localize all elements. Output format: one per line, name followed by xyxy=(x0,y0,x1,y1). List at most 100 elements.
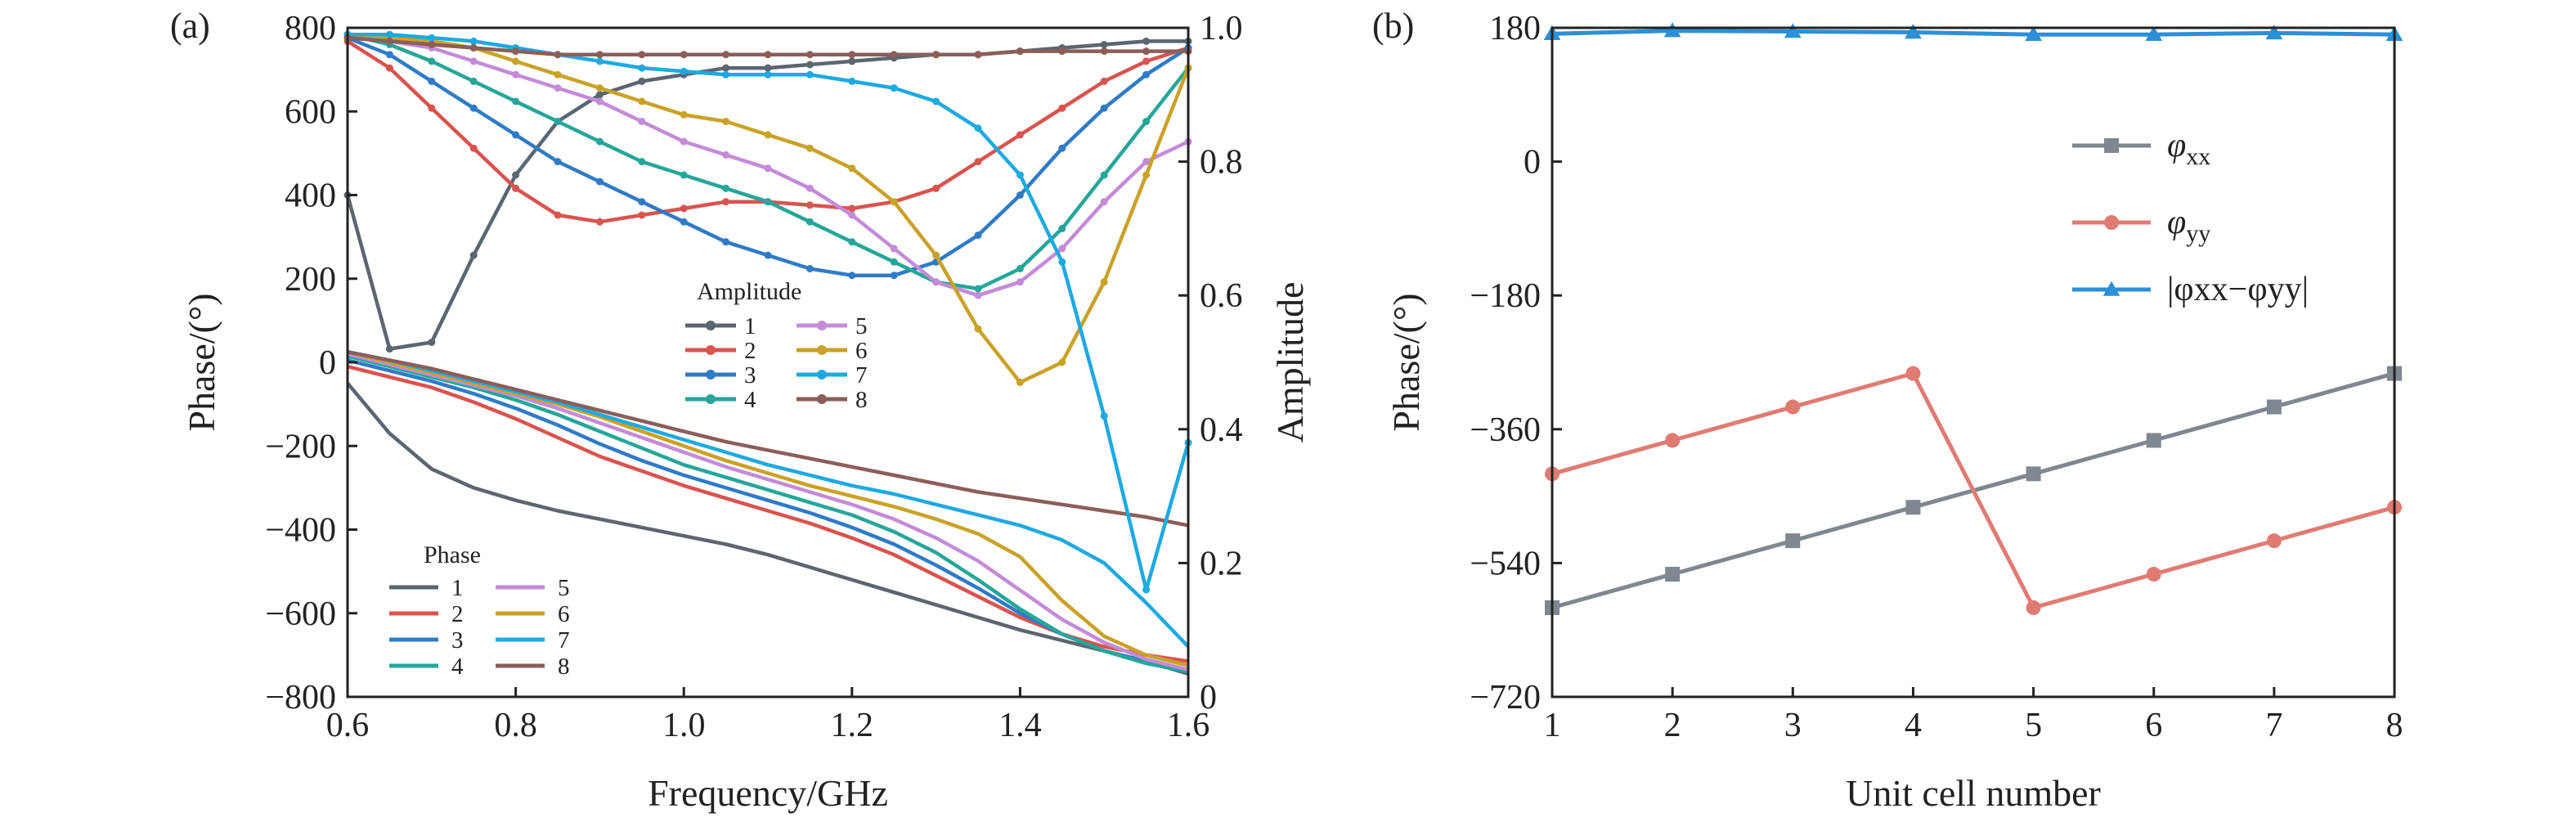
a-ytick-right-label-1.0: 1.0 xyxy=(1200,10,1243,47)
amplitude-legend-marker-1 xyxy=(706,321,716,330)
amplitude-point-6-19 xyxy=(1142,171,1151,179)
phase-legend-title: Phase xyxy=(424,541,481,568)
amplitude-point-8-10 xyxy=(764,51,772,59)
amplitude-point-8-13 xyxy=(890,51,898,59)
amplitude-point-4-5 xyxy=(554,118,562,125)
phase-line-2 xyxy=(347,364,1189,663)
amplitude-point-3-4 xyxy=(512,131,520,139)
b-ytick-label-0: 0 xyxy=(1524,144,1541,182)
amplitude-point-2-5 xyxy=(554,211,562,219)
b-xtick-label-6: 6 xyxy=(2145,707,2162,744)
b-ytick-label-−540: −540 xyxy=(1470,545,1541,582)
amplitude-legend-title: Amplitude xyxy=(697,278,801,305)
b-series-0-point-1 xyxy=(1665,567,1681,582)
b-ytick-label-−180: −180 xyxy=(1470,277,1541,315)
amplitude-point-2-12 xyxy=(848,204,856,213)
amplitude-legend-label-3: 3 xyxy=(744,362,756,389)
phase-line-8 xyxy=(347,349,1189,528)
amplitude-point-3-18 xyxy=(1100,104,1108,112)
amplitude-legend-label-1: 1 xyxy=(744,313,756,339)
amplitude-point-2-1 xyxy=(385,64,393,72)
a-xtick-label-1.0: 1.0 xyxy=(662,707,706,744)
amplitude-point-8-8 xyxy=(680,51,688,59)
amplitude-point-8-3 xyxy=(469,44,478,52)
b-xtick-label-3: 3 xyxy=(1784,707,1802,744)
amplitude-point-8-16 xyxy=(1016,47,1024,56)
amplitude-legend-label-7: 7 xyxy=(855,362,868,389)
amplitude-point-5-9 xyxy=(722,150,730,159)
amplitude-point-5-16 xyxy=(1016,278,1024,286)
amplitude-point-4-11 xyxy=(806,218,814,226)
amplitude-legend-label-8: 8 xyxy=(855,387,868,413)
phase-legend-label-3: 3 xyxy=(451,627,464,654)
amplitude-point-2-16 xyxy=(1016,131,1024,139)
amplitude-point-3-8 xyxy=(680,218,688,226)
amplitude-legend-marker-6 xyxy=(817,345,827,355)
amplitude-point-2-11 xyxy=(806,201,814,209)
amplitude-point-4-3 xyxy=(469,77,478,85)
amplitude-legend-marker-7 xyxy=(817,370,827,380)
amplitude-point-8-1 xyxy=(385,37,393,45)
b-series-1-point-4 xyxy=(2026,600,2041,615)
amplitude-point-3-2 xyxy=(428,77,436,85)
amplitude-point-3-9 xyxy=(722,238,730,246)
amplitude-point-1-11 xyxy=(806,61,814,69)
amplitude-point-8-19 xyxy=(1142,47,1151,56)
b-series-2-point-3 xyxy=(1905,24,1922,39)
amplitude-point-7-12 xyxy=(848,77,856,85)
b-series-2-point-4 xyxy=(2025,25,2042,41)
amplitude-point-5-3 xyxy=(469,57,478,65)
amplitude-point-6-10 xyxy=(764,131,772,139)
phase-legend-label-2: 2 xyxy=(451,601,464,627)
a-ytick-left-label-−200: −200 xyxy=(265,428,336,465)
b-series-2-point-5 xyxy=(2145,25,2163,41)
amplitude-point-8-7 xyxy=(638,51,646,59)
amplitude-point-7-18 xyxy=(1100,411,1108,420)
a-ytick-left-label-400: 400 xyxy=(285,177,336,215)
a-xtick-label-0.6: 0.6 xyxy=(326,707,370,744)
b-ytick-label-180: 180 xyxy=(1489,10,1541,47)
panel-b-xlabel: Unit cell number xyxy=(1846,772,2101,814)
panel-a-axes: 0.6 0.8 1.0 1.2 1.4 1.6 800 600 400 200 0 −200 −400 −… xyxy=(265,10,1242,744)
amplitude-point-8-9 xyxy=(722,51,730,59)
amplitude-point-7-1 xyxy=(385,30,393,38)
amplitude-point-7-6 xyxy=(595,57,604,65)
amplitude-point-8-14 xyxy=(932,51,940,59)
amplitude-point-2-7 xyxy=(638,211,646,219)
panel-a: (a) 0.6 0.8 1.0 1.2 1.4 1.6 800 600 400 200 0 −200 −… xyxy=(170,6,1311,814)
b-series-0-point-3 xyxy=(1905,500,1921,515)
amplitude-point-5-12 xyxy=(848,211,856,219)
b-ytick-label-−720: −720 xyxy=(1470,679,1541,716)
panel-b-legend: φxx φyy |φxx−φyy| xyxy=(2072,127,2309,308)
a-ytick-left-label-−400: −400 xyxy=(265,512,336,550)
phase-legend-label-1: 1 xyxy=(451,575,464,601)
phase-line-7 xyxy=(347,349,1190,649)
amplitude-point-6-5 xyxy=(554,70,562,79)
amplitude-point-1-4 xyxy=(512,171,520,179)
phase-legend-label-7: 7 xyxy=(558,627,570,654)
panel-a-label: (a) xyxy=(170,6,210,46)
amplitude-point-7-10 xyxy=(764,70,772,79)
phase-line-6 xyxy=(347,350,1189,667)
a-ytick-left-label-0: 0 xyxy=(319,344,336,382)
b-series-2-point-2 xyxy=(1784,23,1802,38)
amplitude-point-1-19 xyxy=(1142,37,1151,45)
amplitude-point-3-6 xyxy=(595,177,604,186)
amplitude-point-8-11 xyxy=(806,51,814,59)
a-ytick-left-label-800: 800 xyxy=(285,10,336,47)
a-xtick-label-1.4: 1.4 xyxy=(999,707,1042,744)
amplitude-point-2-8 xyxy=(680,204,688,213)
amplitude-legend-label-2: 2 xyxy=(744,338,756,364)
amplitude-point-1-9 xyxy=(722,64,730,72)
amplitude-line-6 xyxy=(347,32,1191,384)
b-series-0-point-5 xyxy=(2146,433,2161,448)
panel-b-axes: 1 2 3 4 5 6 7 8 180 0 −180 −360 −540 −720 xyxy=(1470,10,2403,744)
amplitude-point-4-12 xyxy=(848,238,856,246)
amplitude-point-8-15 xyxy=(974,51,982,59)
panel-b: (b) 1 2 3 4 5 6 7 8 180 0 −180 −360 −540 −720 Unit ce… xyxy=(1372,6,2403,814)
amplitude-legend-marker-3 xyxy=(706,370,716,380)
amplitude-legend-marker-4 xyxy=(706,394,716,404)
amplitude-point-5-6 xyxy=(595,97,604,106)
